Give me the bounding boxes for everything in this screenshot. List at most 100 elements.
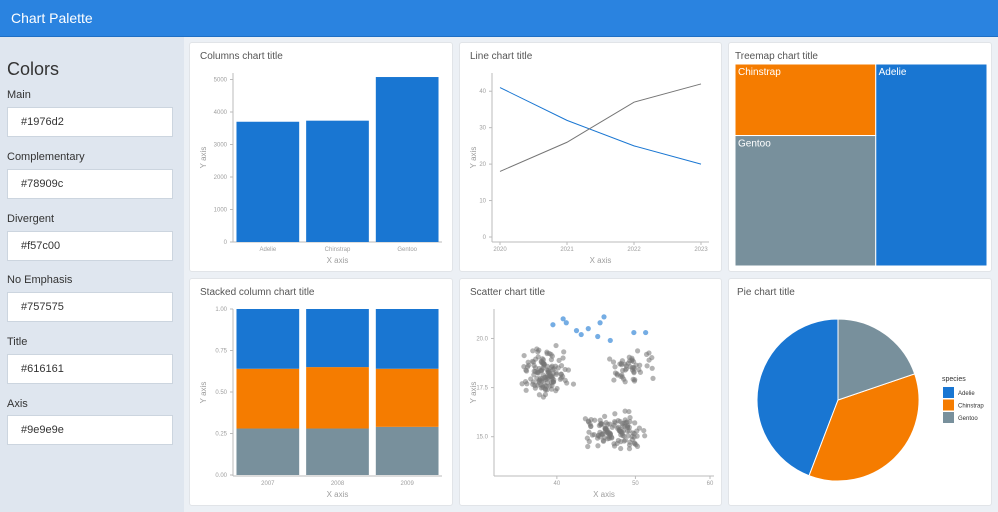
y-tick-label: 0.75: [215, 349, 227, 355]
x-tick-label: 2008: [331, 481, 345, 487]
x-axis-label: X axis: [590, 256, 612, 265]
scatter-point: [523, 387, 529, 393]
scatter-point: [525, 359, 531, 365]
scatter-point: [624, 419, 630, 425]
scatter-point: [602, 413, 608, 419]
treemap-tile: [875, 63, 988, 267]
line-chart-card: Line chart title 0 10 20 30 40 2020 2021 2022 20…: [459, 42, 722, 272]
y-tick-label: 20: [479, 162, 486, 168]
scatter-point: [560, 373, 566, 380]
treemap-chart: Adelie Chinstrap Gentoo: [734, 63, 988, 267]
scatter-point: [610, 359, 617, 365]
scatter-point: [538, 368, 545, 374]
scatter-point: [530, 379, 536, 385]
scatter-point: [556, 357, 562, 363]
columns-chart-title: Columns chart title: [200, 51, 283, 62]
no-emphasis-color-input[interactable]: #757575: [7, 292, 173, 322]
x-tick-label: 2009: [400, 481, 414, 487]
y-tick-label: 17.5: [476, 386, 488, 392]
divergent-color-input[interactable]: #f57c00: [7, 231, 173, 261]
y-tick-label: 15.0: [476, 435, 488, 441]
scatter-point-highlight: [550, 322, 556, 328]
scatter-point: [618, 360, 624, 367]
scatter-point-highlight: [643, 329, 649, 336]
scatter-point: [631, 369, 637, 375]
scatter-point: [629, 355, 635, 361]
treemap-tile: [734, 63, 877, 137]
scatter-point: [585, 443, 591, 450]
scatter-point: [626, 408, 632, 415]
y-axis-label: Y axis: [199, 382, 208, 404]
scatter-point: [595, 443, 601, 449]
scatter-point: [521, 352, 527, 359]
scatter-point: [570, 381, 577, 387]
scatter-point: [540, 378, 547, 384]
scatter-point: [649, 365, 655, 371]
axis-color-label: Axis: [7, 398, 28, 410]
scatter-point-highlight: [573, 328, 580, 334]
title-color-input[interactable]: #616161: [7, 354, 173, 384]
scatter-point: [553, 342, 559, 349]
app-title: Chart Palette: [11, 10, 93, 26]
treemap-label: Chinstrap: [738, 67, 781, 78]
scatter-point: [623, 363, 629, 369]
x-tick-label: 2023: [694, 247, 708, 253]
scatter-point: [608, 434, 615, 440]
scatter-point: [540, 357, 546, 363]
legend-label: Adelie: [958, 391, 975, 397]
scatter-point: [549, 353, 555, 359]
x-axis-label: X axis: [593, 490, 615, 499]
treemap-chart-title: Treemap chart title: [735, 51, 818, 62]
scatter-point: [538, 382, 544, 388]
stacked-bar-segment: [236, 428, 300, 475]
x-tick-label: Gentoo: [397, 247, 417, 253]
scatter-point: [622, 408, 628, 414]
scatter-point: [602, 425, 608, 432]
scatter-point-highlight: [595, 333, 601, 340]
scatter-point: [591, 431, 597, 438]
line-chart: 0 10 20 30 40 2020 2021 2022 2023 X axis Y axis: [469, 73, 709, 265]
scatter-point: [600, 437, 606, 444]
scatter-point: [523, 367, 529, 373]
main-color-input[interactable]: #1976d2: [7, 107, 173, 137]
scatter-point: [612, 364, 618, 370]
scatter-point: [611, 377, 617, 383]
scatter-point: [524, 381, 530, 387]
scatter-point: [595, 433, 601, 439]
axis-color-input[interactable]: #9e9e9e: [7, 415, 173, 445]
scatter-point-highlight: [578, 331, 584, 338]
scatter-point: [634, 443, 641, 449]
y-tick-label: 3000: [214, 143, 228, 149]
no-emphasis-color-label: No Emphasis: [7, 274, 73, 286]
scatter-point: [621, 438, 627, 444]
stacked-bar-segment: [306, 428, 369, 475]
scatter-point: [619, 429, 625, 435]
line-chart-title: Line chart title: [470, 51, 533, 62]
scatter-point: [536, 347, 542, 353]
scatter-point: [530, 348, 536, 354]
series-line-1: [499, 83, 702, 172]
divergent-color-label: Divergent: [7, 213, 55, 225]
scatter-point: [626, 446, 633, 452]
legend-title: species: [942, 376, 966, 383]
pie-slice: [837, 318, 916, 401]
scatter-point: [643, 351, 650, 358]
treemap-chart-card: Treemap chart title Adelie Chinstrap Gento…: [728, 42, 992, 272]
stacked-bar-segment: [236, 309, 300, 369]
scatter-point: [585, 418, 592, 424]
scatter-point: [542, 391, 549, 398]
scatter-point: [612, 370, 619, 376]
scatter-point-highlight: [585, 326, 591, 332]
bar: [236, 121, 300, 242]
scatter-point: [561, 349, 567, 355]
y-tick-label: 2000: [214, 175, 228, 181]
scatter-point: [646, 357, 652, 363]
scatter-point: [531, 372, 537, 378]
scatter-point: [543, 383, 550, 389]
scatter-point: [560, 355, 566, 361]
scatter-point: [612, 411, 618, 417]
scatter-point-highlight: [597, 320, 603, 326]
pie-slice: [756, 318, 839, 477]
y-tick-label: 0.50: [215, 390, 227, 396]
complementary-color-input[interactable]: #78909c: [7, 169, 173, 199]
